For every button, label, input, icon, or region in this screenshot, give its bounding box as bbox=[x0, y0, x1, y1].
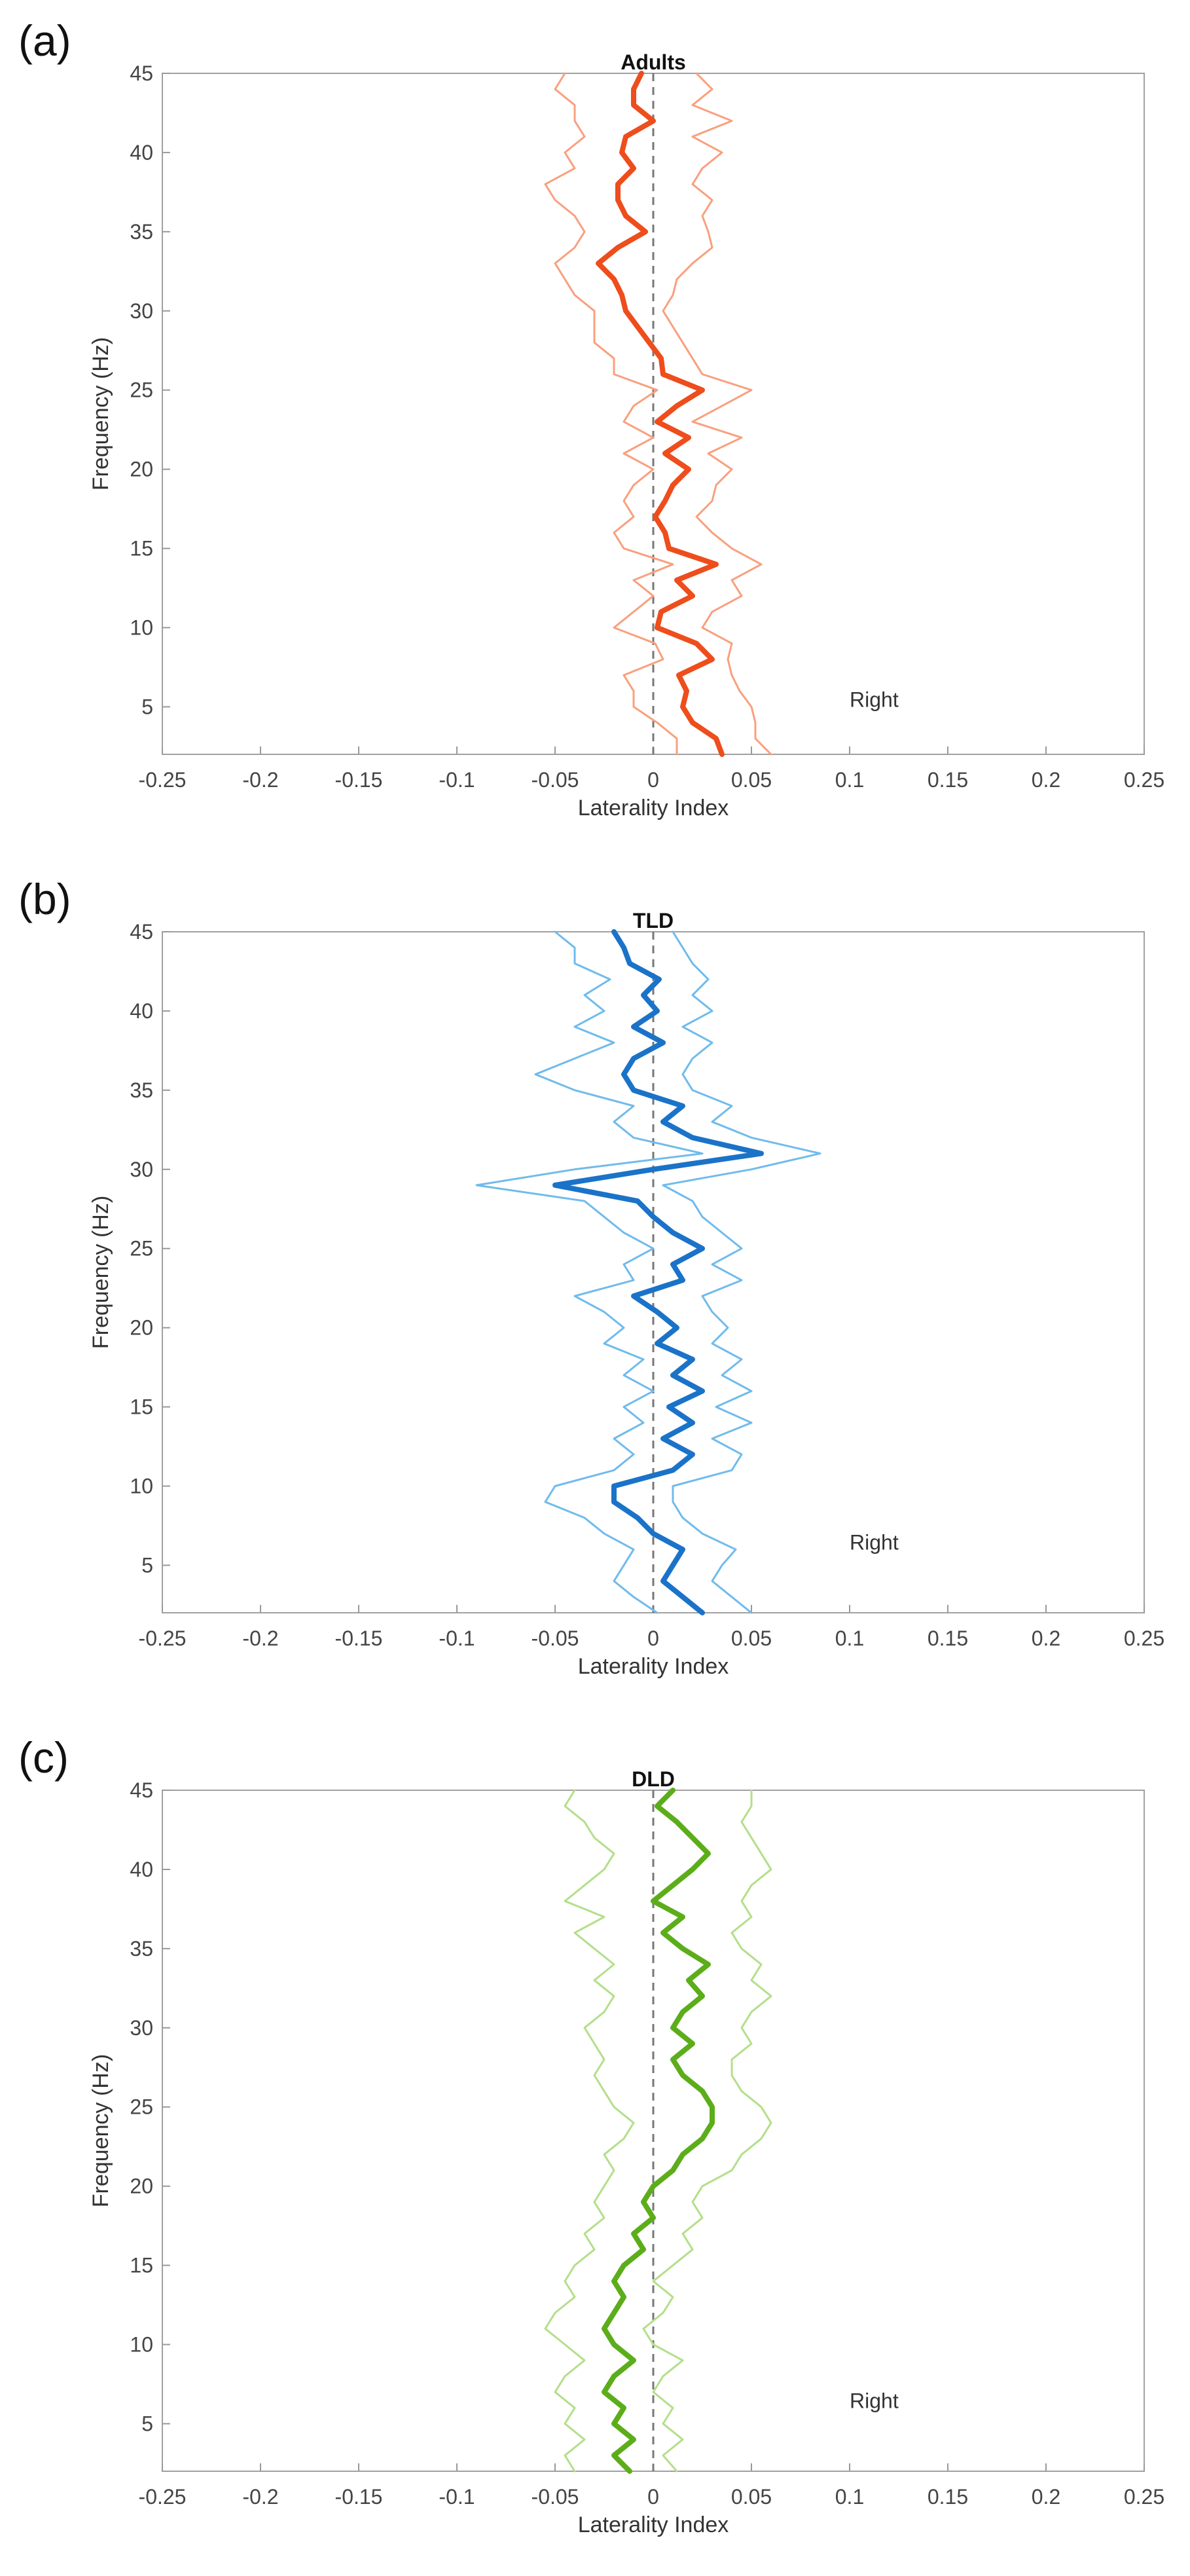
y-axis-label: Frequency (Hz) bbox=[88, 2054, 113, 2207]
chart-tld: -0.25 -0.2 -0.15 -0.1 -0.05 0 0.05 0.1 0.15 0.2 0.… bbox=[88, 909, 1164, 1679]
chart-title: Adults bbox=[621, 50, 686, 74]
series-lower-line bbox=[544, 1789, 635, 2473]
y-tick-label: 35 bbox=[130, 220, 153, 244]
panel-label-b: (b) bbox=[18, 875, 71, 923]
series-mean-line bbox=[552, 929, 764, 1615]
x-tick-label: -0.05 bbox=[532, 1627, 579, 1650]
x-tick-label: -0.25 bbox=[139, 768, 187, 792]
x-tick-label: 0.15 bbox=[928, 1627, 968, 1650]
chart-title: TLD bbox=[633, 909, 674, 932]
panel-label-c: (c) bbox=[18, 1733, 69, 1782]
x-tick-label: 0.25 bbox=[1124, 1627, 1164, 1650]
x-tick-label: -0.1 bbox=[439, 768, 475, 792]
panel-label-a: (a) bbox=[18, 16, 71, 65]
x-tick-label: 0.05 bbox=[731, 768, 772, 792]
x-axis-label: Laterality Index bbox=[578, 796, 729, 820]
x-tick-label: -0.05 bbox=[532, 2485, 579, 2509]
x-tick-label: 0 bbox=[647, 1627, 659, 1650]
y-tick-label: 15 bbox=[130, 537, 153, 561]
series-mean-line bbox=[602, 1788, 715, 2474]
x-tick-label: -0.2 bbox=[242, 768, 278, 792]
x-tick-label: 0.25 bbox=[1124, 768, 1164, 792]
x-tick-label: 0.05 bbox=[731, 1627, 772, 1650]
y-tick-label: 40 bbox=[130, 1858, 153, 1881]
chart-title: DLD bbox=[632, 1767, 675, 1791]
y-tick-label: 40 bbox=[130, 999, 153, 1023]
x-tick-label: 0 bbox=[647, 768, 659, 792]
y-tick-label: 45 bbox=[130, 1778, 153, 1802]
right-annotation: Right bbox=[850, 2389, 899, 2412]
y-axis-label: Frequency (Hz) bbox=[88, 337, 113, 490]
y-tick-label: 30 bbox=[130, 299, 153, 323]
x-tick-label: 0.15 bbox=[928, 768, 968, 792]
x-tick-label: -0.25 bbox=[139, 2485, 187, 2509]
y-tick-label: 5 bbox=[141, 1553, 153, 1577]
y-tick-label: 30 bbox=[130, 2016, 153, 2040]
y-tick-label: 20 bbox=[130, 458, 153, 481]
x-tick-label: 0.1 bbox=[835, 1627, 864, 1650]
series-lower-line bbox=[475, 930, 704, 1614]
chart-dld: -0.25 -0.2 -0.15 -0.1 -0.05 0 0.05 0.1 0.15 0.2 0.… bbox=[88, 1767, 1164, 2537]
x-tick-label: -0.15 bbox=[335, 1627, 383, 1650]
y-tick-label: 35 bbox=[130, 1937, 153, 1960]
x-tick-label: 0.1 bbox=[835, 2485, 864, 2509]
right-annotation: Right bbox=[850, 688, 899, 711]
y-tick-label: 15 bbox=[130, 2254, 153, 2277]
x-tick-label: -0.05 bbox=[532, 768, 579, 792]
y-tick-label: 5 bbox=[141, 2412, 153, 2435]
series-mean-line bbox=[596, 71, 725, 757]
series-upper-line bbox=[662, 930, 821, 1614]
x-tick-label: -0.1 bbox=[439, 1627, 475, 1650]
x-tick-label: -0.2 bbox=[242, 1627, 278, 1650]
y-tick-label: 30 bbox=[130, 1158, 153, 1181]
y-tick-label: 40 bbox=[130, 141, 153, 164]
y-tick-label: 15 bbox=[130, 1395, 153, 1419]
y-tick-label: 45 bbox=[130, 62, 153, 85]
x-tick-label: 0.2 bbox=[1032, 2485, 1060, 2509]
x-tick-label: -0.1 bbox=[439, 2485, 475, 2509]
y-tick-label: 25 bbox=[130, 378, 153, 402]
x-tick-label: 0.25 bbox=[1124, 2485, 1164, 2509]
x-tick-label: 0.2 bbox=[1032, 768, 1060, 792]
y-tick-label: 25 bbox=[130, 2095, 153, 2119]
y-tick-label: 35 bbox=[130, 1078, 153, 1102]
series-upper-line bbox=[662, 72, 772, 756]
x-axis-label: Laterality Index bbox=[578, 2512, 729, 2537]
chart-adults: -0.25 -0.2 -0.15 -0.1 -0.05 0 0.05 0.1 0.15 0.2 0.… bbox=[88, 50, 1164, 820]
right-annotation: Right bbox=[850, 1530, 899, 1554]
y-tick-label: 25 bbox=[130, 1237, 153, 1260]
series-lower-line bbox=[544, 72, 678, 756]
y-tick-label: 20 bbox=[130, 1316, 153, 1340]
y-tick-label: 5 bbox=[141, 695, 153, 718]
x-tick-label: 0.05 bbox=[731, 2485, 772, 2509]
y-tick-label: 10 bbox=[130, 616, 153, 640]
x-tick-label: -0.25 bbox=[139, 1627, 187, 1650]
y-tick-label: 45 bbox=[130, 920, 153, 944]
y-tick-label: 10 bbox=[130, 1475, 153, 1498]
x-tick-label: 0 bbox=[647, 2485, 659, 2509]
x-tick-label: 0.2 bbox=[1032, 1627, 1060, 1650]
x-tick-label: 0.1 bbox=[835, 768, 864, 792]
y-tick-label: 20 bbox=[130, 2175, 153, 2198]
x-tick-label: -0.15 bbox=[335, 2485, 383, 2509]
y-tick-label: 10 bbox=[130, 2333, 153, 2357]
x-tick-label: 0.15 bbox=[928, 2485, 968, 2509]
series-upper-line bbox=[642, 1789, 772, 2473]
x-axis-label: Laterality Index bbox=[578, 1654, 729, 1679]
x-tick-label: -0.2 bbox=[242, 2485, 278, 2509]
x-tick-label: -0.15 bbox=[335, 768, 383, 792]
y-axis-label: Frequency (Hz) bbox=[88, 1196, 113, 1349]
